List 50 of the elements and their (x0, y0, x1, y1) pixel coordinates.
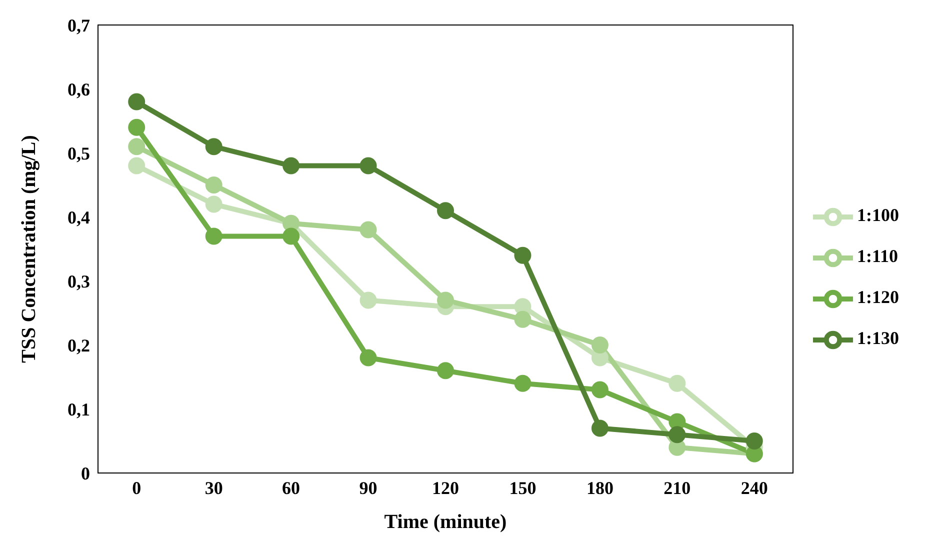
y-tick-label: 0,4 (68, 207, 90, 228)
point (282, 157, 300, 174)
x-tick-label: 120 (432, 478, 459, 498)
point (360, 292, 377, 309)
y-tick-label: 0,2 (68, 335, 90, 356)
x-tick-label: 210 (664, 478, 691, 498)
y-tick-label: 0,1 (68, 399, 90, 420)
point (591, 336, 608, 354)
point (128, 93, 146, 110)
point (360, 349, 377, 366)
point (437, 362, 454, 380)
point (128, 138, 146, 156)
legend-label: 1:100 (857, 205, 899, 226)
point (437, 202, 454, 220)
point (282, 228, 300, 245)
point (205, 176, 222, 194)
point (360, 157, 377, 174)
x-tick-label: 60 (282, 478, 300, 498)
point (668, 413, 686, 430)
legend-label: 1:120 (857, 287, 899, 307)
x-tick-label: 180 (586, 478, 614, 498)
point (514, 246, 532, 264)
point (591, 381, 608, 398)
x-axis-title: Time (minute) (384, 511, 507, 533)
point (128, 157, 146, 174)
y-tick-label: 0 (81, 463, 90, 484)
point (514, 310, 532, 328)
point (437, 292, 454, 309)
point (205, 196, 222, 213)
legend-label: 1:110 (857, 246, 898, 266)
point (591, 420, 608, 437)
x-tick-label: 240 (740, 478, 768, 498)
y-axis-title: TSS Concentration (mg/L) (18, 135, 40, 363)
point (668, 374, 686, 392)
x-tick-label: 150 (509, 478, 536, 498)
point (668, 426, 686, 444)
y-tick-label: 0,3 (68, 271, 90, 292)
x-tick-label: 30 (204, 478, 223, 498)
point (205, 138, 222, 156)
legend-label: 1:130 (857, 328, 899, 348)
point (205, 228, 222, 245)
y-tick-label: 0,7 (68, 15, 90, 36)
point (360, 221, 377, 238)
point (128, 118, 146, 136)
y-tick-label: 0,5 (68, 143, 90, 164)
point (746, 432, 763, 450)
x-tick-label: 90 (359, 478, 378, 498)
point (514, 374, 532, 392)
y-tick-label: 0,6 (68, 79, 90, 100)
x-tick-label: 0 (132, 478, 142, 498)
